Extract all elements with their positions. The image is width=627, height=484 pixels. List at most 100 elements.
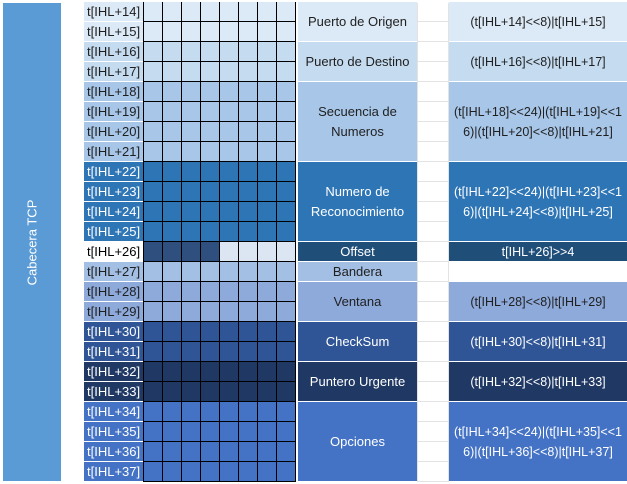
bit-cell xyxy=(201,2,220,22)
bit-cell xyxy=(143,442,163,462)
tcp-header-side-label: Cabecera TCP xyxy=(3,3,61,481)
spacer-gridline xyxy=(417,361,449,362)
bit-cell xyxy=(143,2,163,22)
bit-cell xyxy=(143,362,163,382)
byte-label: t[IHL+36] xyxy=(84,442,143,462)
spacer-gridline xyxy=(417,141,449,142)
bit-cell xyxy=(182,422,201,442)
bit-cell xyxy=(201,82,220,102)
bit-cell xyxy=(239,142,258,162)
bit-cell xyxy=(239,462,258,482)
bit-cell xyxy=(277,342,296,362)
bit-cell xyxy=(277,2,296,22)
bit-cell xyxy=(182,222,201,242)
byte-label: t[IHL+35] xyxy=(84,422,143,442)
bit-cell xyxy=(143,242,163,262)
bit-cell xyxy=(143,222,163,242)
bit-cell xyxy=(163,302,182,322)
bit-cell xyxy=(258,222,277,242)
bit-cell xyxy=(201,302,220,322)
bit-cell xyxy=(220,62,239,82)
bit-cell xyxy=(201,402,220,422)
bit-cell xyxy=(163,342,182,362)
bit-cell xyxy=(277,22,296,42)
byte-label: t[IHL+25] xyxy=(84,222,143,242)
bit-cell xyxy=(201,362,220,382)
field-name: Opciones xyxy=(298,402,417,482)
field-name: Ventana xyxy=(298,282,417,322)
byte-label: t[IHL+15] xyxy=(84,22,143,42)
bit-cell xyxy=(163,162,182,182)
byte-label: t[IHL+19] xyxy=(84,102,143,122)
bit-cell xyxy=(258,202,277,222)
byte-label: t[IHL+33] xyxy=(84,382,143,402)
bit-cell xyxy=(143,302,163,322)
bit-cell xyxy=(239,322,258,342)
bit-cell xyxy=(277,242,296,262)
bit-cell xyxy=(143,182,163,202)
spacer-gridline xyxy=(417,21,449,22)
field-expression: (t[IHL+28]<<8)|t[IHL+29] xyxy=(449,282,627,322)
bit-grid-row xyxy=(143,362,296,382)
bit-cell xyxy=(143,322,163,342)
bit-cell xyxy=(258,322,277,342)
bit-cell xyxy=(239,162,258,182)
byte-label: t[IHL+24] xyxy=(84,202,143,222)
bit-grid-row xyxy=(143,242,296,262)
bit-cell xyxy=(258,422,277,442)
bit-cell xyxy=(239,262,258,282)
bit-grid-row xyxy=(143,342,296,362)
bit-cell xyxy=(163,382,182,402)
bit-grid-row xyxy=(143,182,296,202)
bit-cell xyxy=(239,342,258,362)
bit-cell xyxy=(258,242,277,262)
bit-cell xyxy=(277,442,296,462)
field-name: Numero de Reconocimiento xyxy=(298,162,417,242)
bit-cell xyxy=(182,122,201,142)
bit-cell xyxy=(163,82,182,102)
spacer-gridline xyxy=(417,481,449,482)
bit-cell xyxy=(201,322,220,342)
field-expression: (t[IHL+34]<<24)|(t[IHL+35]<<16)|(t[IHL+3… xyxy=(449,402,627,482)
bit-cell xyxy=(182,382,201,402)
spacer-gridline xyxy=(417,161,449,162)
spacer-gridline xyxy=(417,281,449,282)
bit-cell xyxy=(143,42,163,62)
bit-cell xyxy=(277,182,296,202)
bit-cell xyxy=(182,142,201,162)
bit-cell xyxy=(182,242,201,262)
bit-cell xyxy=(163,62,182,82)
bit-cell xyxy=(143,82,163,102)
bit-cell xyxy=(182,42,201,62)
field-name: Secuencia de Numeros xyxy=(298,82,417,162)
bit-cell xyxy=(163,202,182,222)
bit-cell xyxy=(239,222,258,242)
field-expression xyxy=(449,262,627,282)
bit-grid-row xyxy=(143,162,296,182)
bit-grid-row xyxy=(143,2,296,22)
bit-cell xyxy=(220,122,239,142)
bit-cell xyxy=(258,162,277,182)
bit-cell xyxy=(277,142,296,162)
field-expression: (t[IHL+30]<<8)|t[IHL+31] xyxy=(449,322,627,362)
bit-cell xyxy=(163,362,182,382)
bit-cell xyxy=(220,182,239,202)
bit-cell xyxy=(201,22,220,42)
bit-cell xyxy=(239,402,258,422)
byte-label: t[IHL+37] xyxy=(84,462,143,482)
bit-cell xyxy=(277,282,296,302)
bit-cell xyxy=(143,282,163,302)
bit-cell xyxy=(182,102,201,122)
bit-cell xyxy=(239,2,258,22)
spacer-column xyxy=(417,3,449,481)
bit-cell xyxy=(201,382,220,402)
spacer-gridline xyxy=(417,421,449,422)
bit-cell xyxy=(182,442,201,462)
bit-cell xyxy=(220,322,239,342)
bit-cell xyxy=(239,302,258,322)
byte-label: t[IHL+34] xyxy=(84,402,143,422)
byte-label: t[IHL+22] xyxy=(84,162,143,182)
bit-cell xyxy=(163,142,182,162)
field-name: Puerto de Destino xyxy=(298,42,417,82)
